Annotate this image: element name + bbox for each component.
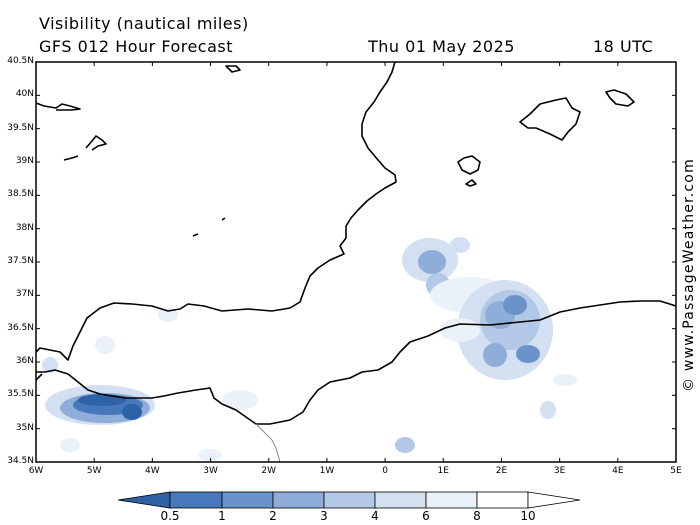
colorbar-min-arrow [117, 491, 171, 509]
lat-label: 35N [15, 422, 34, 433]
lat-label: 38N [15, 222, 34, 233]
colorbar-label: 0.5 [160, 509, 180, 523]
lat-label: 34.5N [7, 456, 34, 466]
lon-label: 1W [319, 466, 335, 476]
colorbar-label: 10 [520, 509, 536, 523]
forecast-date-label: Thu 01 May 2025 [368, 37, 515, 56]
colorbar-label: 8 [473, 509, 481, 523]
lon-label: 5W [86, 466, 102, 476]
visibility-shading [42, 237, 577, 461]
lat-label: 36.5N [7, 322, 34, 333]
lon-label: 4W [145, 466, 160, 476]
lat-label: 39N [15, 156, 34, 166]
lon-label: 6W [28, 466, 44, 476]
colorbar-swatch [476, 491, 529, 509]
colorbar-swatch [221, 491, 274, 509]
border-line [255, 423, 281, 463]
lat-label: 35.5N [7, 389, 34, 400]
colorbar-label: 6 [422, 509, 430, 523]
lat-label: 37.5N [7, 256, 34, 266]
colorbar-label: 4 [371, 509, 379, 523]
colorbar-label: 3 [320, 509, 328, 523]
lon-label: 0 [382, 466, 388, 476]
axis-ticks [35, 61, 677, 463]
colorbar-swatch [374, 491, 427, 509]
lon-label: 3W [203, 466, 218, 476]
lat-label: 38.5N [7, 189, 34, 200]
coastlines [35, 61, 677, 425]
lat-label: 36N [15, 356, 34, 366]
colorbar-swatch [425, 491, 478, 509]
colorbar [117, 491, 581, 509]
lat-label: 40N [15, 89, 34, 100]
lon-label: 4E [612, 466, 624, 476]
lon-label: 2E [495, 466, 508, 476]
colorbar-swatch [169, 491, 223, 509]
colorbar-swatch [323, 491, 376, 509]
colorbar-label: 2 [269, 509, 277, 523]
chart-title: Visibility (nautical miles) [39, 14, 249, 33]
lon-label: 1E [437, 466, 449, 476]
colorbar-label: 1 [218, 509, 226, 523]
lat-label: 40.5N [7, 56, 34, 66]
lon-label: 2W [261, 466, 277, 476]
colorbar-max-arrow [527, 491, 581, 509]
lat-label: 39.5N [7, 122, 34, 133]
forecast-model-label: GFS 012 Hour Forecast [39, 37, 234, 56]
colorbar-swatch [272, 491, 325, 509]
copyright-credit: © www.PassageWeather.com [681, 158, 697, 392]
lat-label: 37N [15, 289, 34, 300]
lon-label: 5E [670, 466, 682, 476]
lon-label: 3E [553, 466, 566, 476]
forecast-time-label: 18 UTC [593, 37, 654, 56]
